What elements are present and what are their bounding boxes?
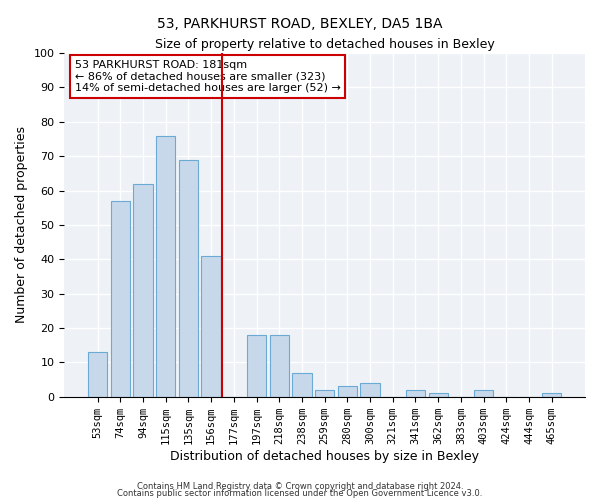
Bar xyxy=(269,335,289,396)
Text: Contains HM Land Registry data © Crown copyright and database right 2024.: Contains HM Land Registry data © Crown c… xyxy=(137,482,463,491)
Bar xyxy=(361,383,380,396)
X-axis label: Distribution of detached houses by size in Bexley: Distribution of detached houses by size … xyxy=(170,450,479,462)
Text: Contains public sector information licensed under the Open Government Licence v3: Contains public sector information licen… xyxy=(118,489,482,498)
Bar xyxy=(88,352,107,397)
Y-axis label: Number of detached properties: Number of detached properties xyxy=(15,126,28,324)
Bar xyxy=(315,390,334,396)
Bar xyxy=(179,160,198,396)
Bar xyxy=(156,136,175,396)
Bar xyxy=(474,390,493,396)
Bar xyxy=(247,335,266,396)
Bar xyxy=(338,386,357,396)
Bar xyxy=(292,372,311,396)
Bar xyxy=(428,394,448,396)
Title: Size of property relative to detached houses in Bexley: Size of property relative to detached ho… xyxy=(155,38,494,51)
Text: 53, PARKHURST ROAD, BEXLEY, DA5 1BA: 53, PARKHURST ROAD, BEXLEY, DA5 1BA xyxy=(157,18,443,32)
Bar xyxy=(202,256,221,396)
Bar xyxy=(406,390,425,396)
Text: 53 PARKHURST ROAD: 181sqm
← 86% of detached houses are smaller (323)
14% of semi: 53 PARKHURST ROAD: 181sqm ← 86% of detac… xyxy=(74,60,341,93)
Bar xyxy=(133,184,152,396)
Bar xyxy=(542,394,562,396)
Bar xyxy=(110,201,130,396)
